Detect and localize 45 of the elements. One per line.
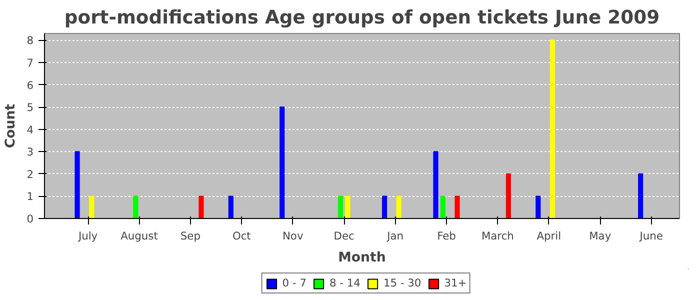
bar	[536, 196, 541, 218]
x-tick-label: Feb	[437, 230, 456, 242]
legend-label: 8 - 14	[329, 276, 360, 290]
x-tick-label: May	[589, 230, 612, 242]
x-tick-label: Dec	[334, 230, 355, 242]
x-axis-title: Month	[338, 250, 386, 266]
y-tick-label: 8	[26, 34, 34, 48]
y-tick-label: 4	[26, 123, 34, 136]
bar	[454, 196, 460, 218]
x-tick-label: Sep	[180, 230, 201, 242]
bar	[74, 151, 80, 218]
x-tick-label: April	[536, 230, 562, 242]
legend-label: 0 - 7	[282, 276, 306, 290]
bar	[198, 196, 204, 218]
bar	[89, 196, 94, 218]
bar	[440, 196, 446, 218]
x-tick-label: June	[638, 230, 663, 242]
bar	[382, 196, 388, 218]
bar	[133, 196, 138, 218]
bar	[338, 196, 344, 218]
legend-label: 31+	[444, 276, 467, 290]
x-tick-label: March	[481, 230, 514, 242]
bar	[550, 40, 556, 218]
legend-label: 15 - 30	[383, 276, 422, 290]
bar	[345, 196, 350, 218]
y-tick-label: 0	[26, 212, 34, 226]
chart-title: port-modifications Age groups of open tickets June 2009	[64, 8, 660, 28]
y-tick-label: 1	[26, 190, 34, 204]
x-tick-label: August	[120, 230, 158, 242]
x-tick-label: Oct	[232, 230, 251, 242]
y-tick-label: 7	[26, 56, 34, 70]
y-tick-label: 6	[26, 78, 34, 92]
bar	[280, 106, 285, 218]
x-tick-label: Jan	[386, 230, 404, 242]
bar	[228, 196, 234, 218]
x-tick-label: July	[77, 230, 98, 242]
bar	[396, 196, 402, 218]
y-tick-label: 3	[26, 146, 34, 159]
y-tick-label: 5	[26, 101, 34, 114]
y-axis-title: Count	[4, 103, 19, 148]
bar	[433, 151, 438, 218]
bar	[506, 173, 512, 218]
y-tick-label: 2	[26, 168, 34, 181]
bar	[638, 173, 644, 218]
x-tick-label: Nov	[282, 230, 304, 242]
